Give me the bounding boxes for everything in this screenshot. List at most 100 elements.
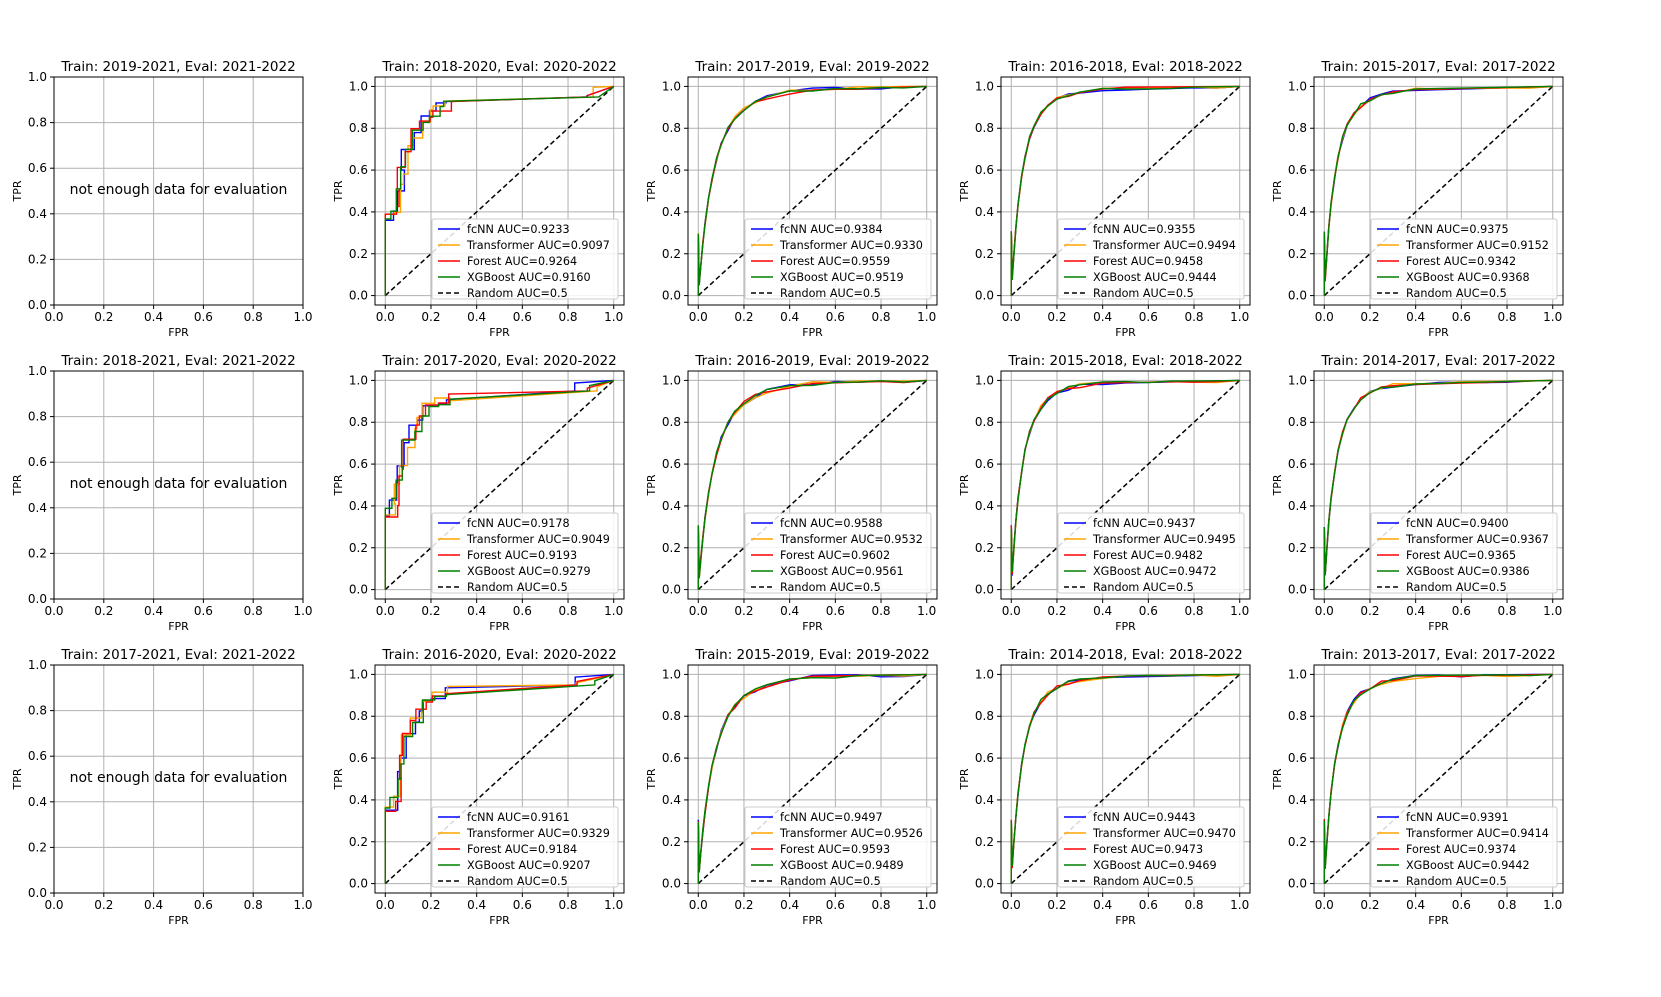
y-tick-label: 0.6	[28, 161, 47, 175]
roc-subplot: Train: 2015-2018, Eval: 2018-2022 0.0 0.0 0…	[958, 353, 1251, 633]
legend-auc-value: 0.9442	[1491, 859, 1530, 872]
x-axis-label: FPR	[489, 620, 510, 633]
legend-entry-transformer: Transformer AUC=0.9414	[1405, 827, 1549, 840]
random-line	[384, 673, 615, 885]
legend-model-name: Transformer	[1405, 533, 1474, 546]
legend-model-name: fcNN	[1093, 223, 1120, 236]
legend-entry-fcnn: fcNN AUC=0.9375	[1406, 223, 1509, 236]
random-line	[1323, 673, 1554, 885]
legend-auc-prefix: AUC=	[1433, 223, 1470, 236]
x-axis-label: FPR	[1428, 914, 1449, 927]
x-tick-label: 0.4	[144, 898, 163, 912]
legend-auc-value: 0.9458	[1164, 255, 1203, 268]
legend-auc-prefix: AUC=	[828, 271, 865, 284]
legend-entry-transformer: Transformer AUC=0.9049	[466, 533, 610, 546]
legend-model-name: XGBoost	[1406, 271, 1455, 284]
legend-entry-fcnn: fcNN AUC=0.9391	[1406, 811, 1509, 824]
legend-entry-random: Random AUC=0.5	[1406, 287, 1507, 300]
y-tick-label: 0.2	[662, 835, 681, 849]
legend-auc-prefix: AUC=	[847, 827, 884, 840]
legend-auc-value: 0.9193	[538, 549, 577, 562]
legend-entry-forest: Forest AUC=0.9374	[1406, 843, 1516, 856]
legend-model-name: Transformer	[779, 827, 848, 840]
legend-auc-prefix: AUC=	[1120, 223, 1157, 236]
plot-area	[53, 370, 304, 600]
legend-auc-prefix: AUC=	[1440, 843, 1477, 856]
plot-frame	[374, 664, 625, 894]
random-line	[697, 673, 928, 885]
y-tick-label: 0.4	[349, 205, 368, 219]
x-tick-label: 0.0	[689, 898, 708, 912]
y-tick-label: 0.4	[662, 205, 681, 219]
legend-auc-value: 0.9330	[884, 239, 923, 252]
y-tick-label: 0.4	[349, 793, 368, 807]
legend-box	[1057, 512, 1245, 594]
roc-curve-xgboost	[384, 379, 614, 590]
y-tick-label: 1.0	[349, 667, 368, 681]
legend-auc-prefix: AUC=	[1473, 533, 1510, 546]
y-tick-label: 0.0	[975, 583, 994, 597]
y-tick-label: 0.2	[662, 247, 681, 261]
y-tick-label: 0.6	[1288, 751, 1307, 765]
legend-auc-value: 0.9375	[1469, 223, 1508, 236]
y-axis-label: TPR	[332, 768, 345, 790]
x-tick-label: 0.8	[871, 898, 890, 912]
y-axis-label: TPR	[1271, 768, 1284, 790]
y-tick-label: 1.0	[28, 70, 47, 84]
x-tick-label: 0.4	[1093, 898, 1112, 912]
x-axis-label: FPR	[1115, 914, 1136, 927]
subplot-title: Train: 2017-2020, Eval: 2020-2022	[381, 353, 616, 369]
y-tick-label: 0.0	[975, 289, 994, 303]
x-tick-label: 0.8	[558, 310, 577, 324]
legend-box	[1370, 806, 1558, 888]
plot-frame	[1313, 370, 1564, 600]
legend-auc-prefix: AUC=	[814, 843, 851, 856]
x-tick-label: 0.0	[1002, 898, 1021, 912]
y-tick-label: 1.0	[662, 373, 681, 387]
x-tick-label: 0.0	[44, 310, 63, 324]
random-line	[384, 379, 615, 591]
legend-auc-value: 0.9329	[571, 827, 610, 840]
legend-entry-transformer: Transformer AUC=0.9097	[466, 239, 610, 252]
legend-entry-xgboost: XGBoost AUC=0.9519	[780, 271, 904, 284]
subplot-title: Train: 2013-2017, Eval: 2017-2022	[1320, 647, 1555, 663]
x-tick-label: 0.0	[376, 898, 395, 912]
legend-model-name: Transformer	[466, 827, 535, 840]
legend-model-name: Forest	[467, 843, 502, 856]
plot-frame	[53, 76, 304, 306]
legend-entry-fcnn: fcNN AUC=0.9355	[1093, 223, 1196, 236]
legend-model-name: XGBoost	[467, 565, 516, 578]
legend-model-name: fcNN	[1093, 811, 1120, 824]
x-tick-label: 0.0	[1315, 310, 1334, 324]
legend-auc-prefix: AUC=	[814, 549, 851, 562]
x-tick-label: 0.0	[1315, 898, 1334, 912]
plot-frame	[1000, 76, 1251, 306]
legend-auc-prefix: AUC=	[807, 811, 844, 824]
legend-model-name: fcNN	[1406, 223, 1433, 236]
legend-entry-forest: Forest AUC=0.9482	[1093, 549, 1203, 562]
legend-model-name: fcNN	[467, 517, 494, 530]
roc-curve-xgboost	[384, 85, 615, 296]
legend-entry-fcnn: fcNN AUC=0.9400	[1406, 517, 1509, 530]
x-tick-label: 0.2	[1047, 604, 1066, 618]
legend-model-name: Transformer	[1092, 533, 1161, 546]
x-tick-label: 0.8	[1184, 898, 1203, 912]
y-tick-label: 0.8	[662, 709, 681, 723]
y-tick-label: 0.2	[975, 247, 994, 261]
legend-auc-value: 0.9097	[571, 239, 610, 252]
legend-auc-prefix: AUC=	[847, 533, 884, 546]
y-tick-label: 0.6	[349, 163, 368, 177]
legend-auc-prefix: AUC=	[501, 255, 538, 268]
roc-curve-xgboost	[1323, 85, 1553, 296]
y-tick-label: 0.0	[28, 592, 47, 606]
legend-entry-transformer: Transformer AUC=0.9495	[1092, 533, 1236, 546]
y-tick-label: 1.0	[975, 373, 994, 387]
y-tick-label: 0.2	[349, 541, 368, 555]
legend-auc-prefix: AUC=	[1127, 549, 1164, 562]
legend-entry-forest: Forest AUC=0.9365	[1406, 549, 1516, 562]
y-tick-label: 1.0	[349, 373, 368, 387]
x-tick-label: 0.8	[1497, 604, 1516, 618]
legend-auc-value: 0.9497	[843, 811, 882, 824]
legend-auc-value: 0.9526	[884, 827, 923, 840]
plot-frame	[1000, 664, 1251, 894]
